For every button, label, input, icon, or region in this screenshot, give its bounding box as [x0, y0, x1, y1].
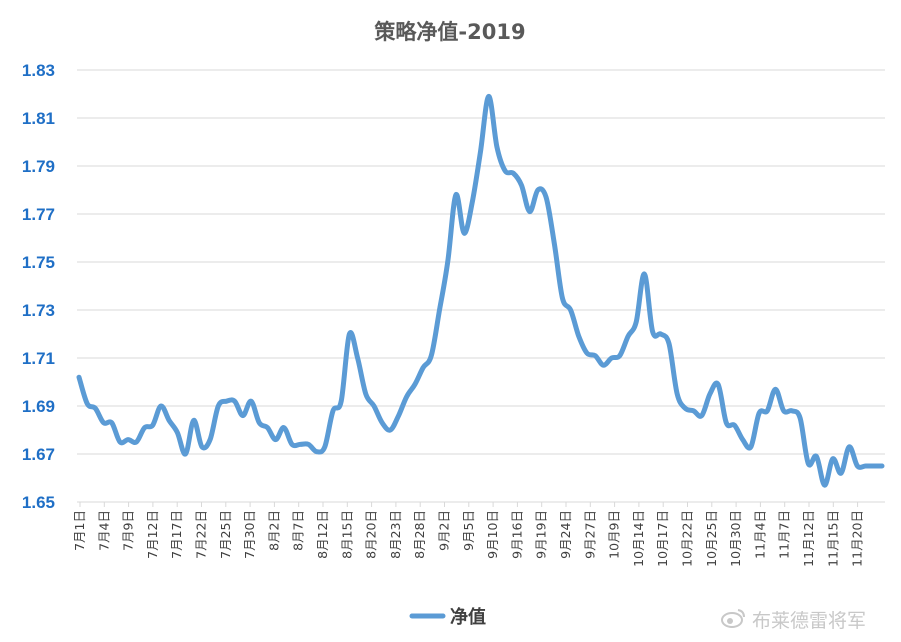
x-tick-label: 9月19日 [534, 510, 549, 559]
x-tick-label: 8月7日 [291, 510, 306, 551]
x-tick-label: 7月30日 [242, 510, 257, 559]
series-layer [76, 93, 885, 488]
y-tick-label: 1.83 [22, 61, 55, 80]
x-tick-label: 10月14日 [631, 510, 646, 567]
legend-label: 净值 [450, 606, 486, 628]
x-tick-label: 8月20日 [364, 510, 379, 559]
y-tick-label: 1.65 [22, 493, 55, 512]
x-tick-label: 9月2日 [437, 510, 452, 551]
x-axis: 7月1日 7月4日 7月9日 7月12日 7月17日 7月22日 7月25日 7月30日 8月2… [72, 502, 865, 567]
x-tick-label: 9月24日 [558, 510, 573, 559]
x-tick-label: 8月23日 [388, 510, 403, 559]
y-tick-label: 1.75 [22, 253, 55, 272]
x-tick-label: 9月5日 [461, 510, 476, 551]
series-line [76, 93, 885, 488]
gridlines [77, 69, 885, 503]
x-tick-label: 7月17日 [169, 510, 184, 559]
watermark: 布莱德雷将军 [721, 609, 866, 632]
x-tick-label: 11月12日 [801, 510, 816, 567]
y-tick-label: 1.81 [22, 109, 55, 128]
y-tick-label: 1.71 [22, 349, 55, 368]
x-tick-label: 10月30日 [728, 510, 743, 567]
legend: 净值 [409, 606, 486, 628]
y-axis: 1.83 1.81 1.79 1.77 1.75 1.73 1.71 1.69 1.67 1.65 [22, 61, 55, 512]
x-tick-label: 7月25日 [218, 510, 233, 559]
x-tick-label: 9月10日 [485, 510, 500, 559]
x-tick-label: 7月4日 [96, 510, 111, 551]
x-tick-label: 11月7日 [777, 510, 792, 559]
x-tick-label: 7月1日 [72, 510, 87, 551]
x-tick-label: 8月15日 [339, 510, 354, 559]
weibo-logo-icon [721, 609, 745, 628]
x-tick-label: 11月20日 [850, 510, 865, 567]
x-tick-label: 8月28日 [412, 510, 427, 559]
x-tick-label: 10月9日 [607, 510, 622, 559]
x-tick-label: 7月9日 [121, 510, 136, 551]
x-tick-label: 7月22日 [194, 510, 209, 559]
x-tick-label: 9月16日 [509, 510, 524, 559]
watermark-text: 布莱德雷将军 [752, 610, 866, 632]
x-tick-label: 11月4日 [752, 510, 767, 559]
x-tick-label: 8月2日 [266, 510, 281, 551]
y-tick-label: 1.67 [22, 445, 55, 464]
x-tick-label: 10月17日 [655, 510, 670, 567]
x-tick-label: 10月25日 [704, 510, 719, 567]
x-tick-label: 7月12日 [145, 510, 160, 559]
y-tick-label: 1.79 [22, 157, 55, 176]
y-tick-label: 1.73 [22, 301, 55, 320]
x-tick-label: 8月12日 [315, 510, 330, 559]
y-tick-label: 1.77 [22, 205, 55, 224]
y-tick-label: 1.69 [22, 397, 55, 416]
chart-title: 策略净值-2019 [374, 20, 525, 44]
x-tick-label: 11月15日 [825, 510, 840, 567]
x-tick-label: 10月22日 [680, 510, 695, 567]
x-tick-label: 9月27日 [582, 510, 597, 559]
